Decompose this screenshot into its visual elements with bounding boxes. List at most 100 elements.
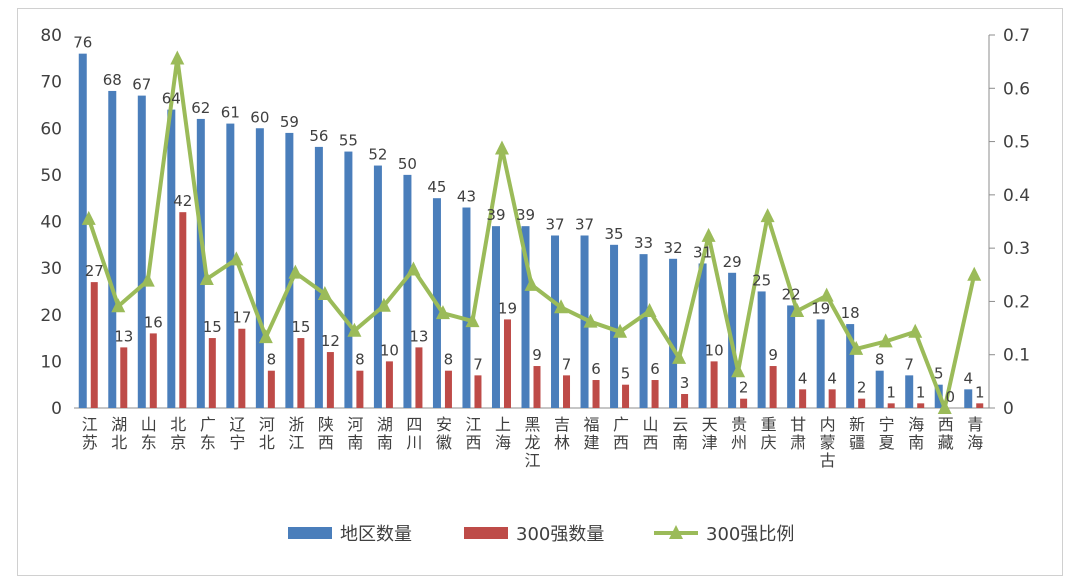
bar-top300-count bbox=[149, 333, 157, 408]
data-label-top300-count: 13 bbox=[114, 327, 133, 345]
category-label: 辽宁 bbox=[229, 415, 245, 452]
category-label: 湖北 bbox=[111, 415, 127, 452]
combo-chart: 0102030405060708000.10.20.30.40.50.60.77… bbox=[40, 26, 1030, 545]
data-label-region-count: 39 bbox=[516, 206, 535, 224]
bar-region-count bbox=[226, 123, 235, 409]
data-label-region-count: 8 bbox=[875, 351, 885, 369]
left-axis-tick-label: 70 bbox=[40, 73, 62, 93]
line-marker-triangle bbox=[170, 50, 185, 65]
bar-region-count bbox=[964, 389, 973, 408]
bar-top300-count bbox=[90, 282, 98, 408]
left-axis-tick-label: 60 bbox=[40, 119, 62, 139]
left-axis-tick-label: 30 bbox=[40, 259, 62, 279]
bar-top300-count bbox=[238, 328, 246, 408]
data-label-region-count: 39 bbox=[486, 206, 505, 224]
category-label: 新疆 bbox=[849, 415, 865, 452]
bar-region-count bbox=[167, 109, 176, 408]
line-marker-triangle bbox=[878, 333, 893, 348]
category-label: 内蒙古 bbox=[820, 415, 836, 470]
bar-region-count bbox=[787, 305, 796, 408]
right-axis-tick-label: 0.4 bbox=[1003, 186, 1030, 206]
legend-label-top300-count: 300强数量 bbox=[516, 524, 604, 545]
line-marker-triangle bbox=[140, 272, 155, 287]
line-marker-triangle bbox=[494, 140, 509, 155]
bar-top300-count bbox=[297, 338, 305, 408]
data-label-top300-count: 7 bbox=[562, 355, 572, 373]
bar-region-count bbox=[285, 132, 294, 408]
data-label-region-count: 18 bbox=[841, 304, 860, 322]
data-label-top300-count: 8 bbox=[444, 351, 454, 369]
legend-swatch-region-count bbox=[288, 527, 332, 539]
data-label-top300-count: 17 bbox=[232, 309, 251, 327]
right-axis-tick-label: 0 bbox=[1003, 399, 1014, 419]
left-axis-tick-label: 80 bbox=[40, 26, 62, 46]
bar-top300-count bbox=[917, 403, 925, 408]
category-label: 西藏 bbox=[938, 415, 954, 452]
bar-region-count bbox=[462, 207, 471, 408]
data-label-region-count: 76 bbox=[73, 34, 92, 52]
category-label: 江西 bbox=[465, 415, 481, 452]
data-label-region-count: 64 bbox=[162, 90, 181, 108]
data-label-region-count: 37 bbox=[545, 215, 564, 233]
bar-top300-count bbox=[858, 398, 866, 408]
data-label-top300-count: 5 bbox=[621, 365, 631, 383]
bar-region-count bbox=[757, 291, 766, 408]
data-label-top300-count: 2 bbox=[857, 379, 867, 397]
line-marker-triangle bbox=[908, 323, 923, 338]
data-label-region-count: 33 bbox=[634, 234, 653, 252]
category-label: 重庆 bbox=[761, 415, 777, 452]
right-axis-tick-label: 0.3 bbox=[1003, 239, 1030, 259]
data-label-region-count: 43 bbox=[457, 188, 476, 206]
line-marker-triangle bbox=[819, 287, 834, 302]
left-axis-tick-label: 50 bbox=[40, 166, 62, 186]
data-label-top300-count: 1 bbox=[886, 383, 896, 401]
category-label: 云南 bbox=[672, 415, 688, 452]
bar-top300-count bbox=[622, 384, 630, 408]
category-label: 河北 bbox=[259, 415, 275, 452]
data-label-top300-count: 10 bbox=[380, 341, 399, 359]
bar-top300-count bbox=[326, 352, 334, 408]
bar-top300-count bbox=[769, 366, 777, 408]
data-label-region-count: 62 bbox=[191, 99, 210, 117]
category-label: 安徽 bbox=[436, 415, 452, 452]
category-label: 北京 bbox=[170, 415, 186, 452]
right-axis-tick-label: 0.6 bbox=[1003, 79, 1030, 99]
bar-top300-count bbox=[208, 338, 216, 408]
bar-region-count bbox=[639, 254, 648, 408]
bar-top300-count bbox=[120, 347, 128, 408]
data-label-region-count: 4 bbox=[963, 369, 973, 387]
bar-top300-count bbox=[267, 370, 275, 408]
line-marker-triangle bbox=[288, 264, 303, 279]
category-label: 湖南 bbox=[377, 415, 393, 452]
left-axis-tick-label: 40 bbox=[40, 213, 62, 233]
bar-top300-count bbox=[651, 380, 659, 408]
category-label: 青海 bbox=[967, 415, 983, 452]
bar-top300-count bbox=[828, 389, 836, 408]
bar-region-count bbox=[314, 146, 323, 408]
line-marker-triangle bbox=[613, 323, 628, 338]
bar-top300-count bbox=[474, 375, 482, 408]
data-label-top300-count: 0 bbox=[945, 388, 955, 406]
data-label-top300-count: 12 bbox=[321, 332, 340, 350]
data-label-region-count: 22 bbox=[782, 285, 801, 303]
data-label-region-count: 7 bbox=[904, 355, 914, 373]
data-label-region-count: 68 bbox=[103, 71, 122, 89]
data-label-region-count: 67 bbox=[132, 76, 151, 94]
legend-swatch-top300-count bbox=[464, 527, 508, 539]
line-marker-triangle bbox=[435, 305, 450, 320]
data-label-region-count: 61 bbox=[221, 104, 240, 122]
left-axis-tick-label: 20 bbox=[40, 306, 62, 326]
category-label: 山东 bbox=[141, 415, 157, 452]
data-label-top300-count: 9 bbox=[532, 346, 542, 364]
data-label-region-count: 55 bbox=[339, 132, 358, 150]
data-label-top300-count: 13 bbox=[409, 327, 428, 345]
line-marker-triangle bbox=[524, 276, 539, 291]
line-marker-triangle bbox=[849, 340, 864, 355]
category-label: 天津 bbox=[702, 415, 718, 452]
bar-region-count bbox=[875, 370, 884, 408]
line-marker-triangle bbox=[583, 313, 598, 328]
data-label-top300-count: 7 bbox=[473, 355, 483, 373]
data-label-top300-count: 8 bbox=[267, 351, 277, 369]
bar-region-count bbox=[255, 128, 264, 408]
right-axis-tick-label: 0.5 bbox=[1003, 133, 1030, 153]
